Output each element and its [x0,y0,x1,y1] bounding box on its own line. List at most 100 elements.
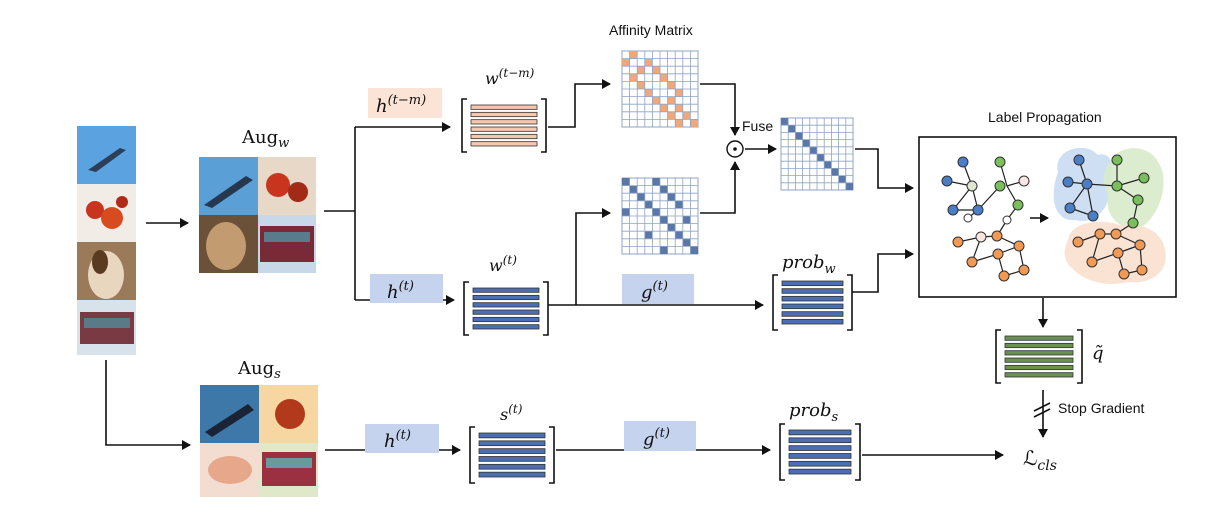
q-tilde-bar [1004,372,1074,378]
prob-w-left-bracket [772,274,778,331]
g-weak-head-box [622,274,694,304]
affinity-fused-cell [809,146,817,154]
weak-augmentation-mosaic [199,157,316,273]
prob-w-label: probw [782,252,836,277]
affinity-fused-cell [795,132,803,140]
affinity-now-cell [667,223,676,232]
flower-icon [86,201,104,219]
affinity-now-cell [675,200,683,209]
w-now-bar [472,294,540,301]
s-now-bar [478,456,546,462]
affinity-past-cell [660,73,668,82]
affinity-past-cell [644,58,653,67]
g-weak-head-label: g(t) [641,279,668,303]
w-now-bar [472,302,540,308]
aug-strong-label: Augs [237,358,281,382]
q-tilde-feature-stack [995,329,1083,384]
graph-after-propagation [1053,147,1166,285]
affinity-now-cell [682,238,691,247]
affinity-now-cell [644,200,653,209]
prob-w-bar [781,318,844,325]
affinity-now-cell [660,216,668,224]
affinity-now-cell [660,246,668,254]
affinity-fused-cell [831,168,839,176]
affinity-now-cell [652,208,660,216]
q-tilde-bar [1004,357,1074,363]
h-past-head-label: h(t−m) [376,93,426,117]
affinity-now-cell [629,185,638,194]
affinity-now-cell [690,246,698,254]
q-tilde-bar [1004,335,1074,341]
prob-w-feature-stack [772,274,853,331]
affinity-past-cell [667,81,676,89]
s-now-bar [478,440,546,447]
w-past-right-bracket [541,98,547,153]
q-tilde-bar [1004,350,1074,356]
w-now-label: w(t) [489,253,517,275]
w-now-bar [472,324,540,330]
affinity-fused-cell [802,139,810,147]
affinity-past-cell [660,104,668,112]
affinity-fused-cell [824,161,832,169]
s-now-bar [478,463,546,470]
affinity-fused-cell [845,182,853,190]
w-past-label: w(t−m) [485,66,535,88]
loss-cls-label: ℒcls [1023,446,1057,474]
affinity-past-cell [637,66,645,74]
prob-w-bar [781,288,844,294]
q-tilde-label: q̃ [1092,343,1104,364]
affinity-now-cell [622,208,630,216]
q-tilde-right-bracket [1077,329,1083,384]
prob-s-bar [788,453,852,459]
affinity-past-cell [675,89,683,97]
w-past-bar [470,119,538,125]
prob-w-right-bracket [847,274,853,331]
affinity-past-cell [622,58,630,67]
cluster-green [1103,148,1164,229]
affinity-fused-cell [817,154,825,162]
affinity-now-cell [637,193,645,201]
stop-gradient-label: Stop Gradient [1058,400,1144,416]
prob-s-right-bracket [855,423,861,481]
jet-icon [88,148,126,172]
fuse-label: Fuse [742,118,773,134]
affinity-past-cell [629,73,638,82]
w-now-feature-stack [463,281,549,336]
prob-s-label: probs [789,400,839,425]
affinity-past-cell [690,119,698,127]
w-past-feature-stack [461,98,547,153]
label-propagation-title: Label Propagation [988,109,1102,125]
affinity-past-cell [667,111,676,120]
input-image-column [77,126,136,355]
affinity-now-cell [667,193,676,201]
s-now-left-bracket [469,426,475,484]
w-past-bar [470,133,538,140]
h-strong-head-box [365,424,439,453]
affinity-past-cell [682,111,691,120]
prob-w-bar [781,295,844,302]
h-weak-head-box [370,274,443,303]
h-past-head-box [368,88,442,118]
s-now-feature-stack [469,426,555,484]
prob-s-left-bracket [779,423,785,481]
s-now-right-bracket [549,426,555,484]
w-past-bar [470,141,538,147]
affinity-past-cell [675,119,683,127]
prob-w-bar [781,303,844,310]
s-now-bar [478,471,546,478]
affinity-now-cell [652,178,660,186]
affinity-past-cell [637,81,645,89]
aug-weak-label: Augw [241,127,289,151]
affinity-now-cell [682,216,691,224]
g-strong-head-box [624,421,696,451]
prob-s-bar [788,429,852,436]
affinity-now-cell [660,185,668,194]
affinity-past-cell [675,104,683,112]
w-past-bar [470,126,538,132]
affinity-past-cell [644,89,653,97]
s-now-label: s(t) [500,402,523,424]
graph-before-propagation [941,156,1030,282]
w-now-bar [472,309,540,315]
g-strong-head-label: g(t) [643,426,670,450]
affinity-past-cell [652,96,660,105]
